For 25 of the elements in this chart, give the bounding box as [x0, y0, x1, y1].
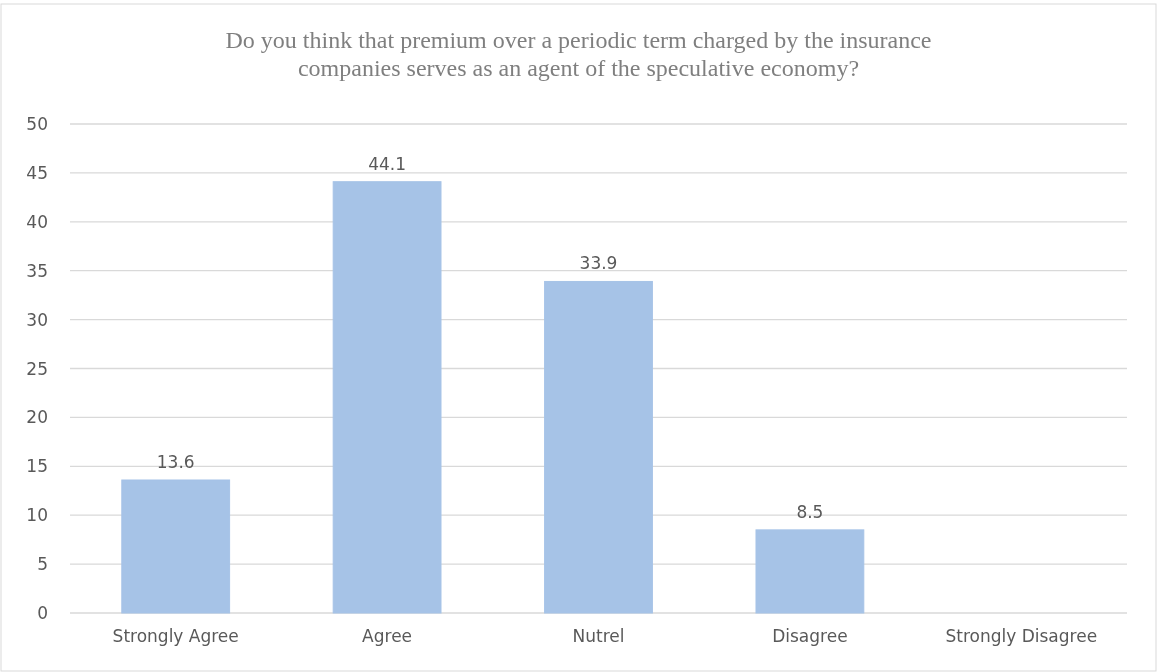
y-tick-label: 25 — [26, 358, 48, 379]
chart-title: Do you think that premium over a periodic term charged by the insurance companies serves as an agent of the speculative economy? — [225, 27, 932, 81]
bar — [544, 280, 653, 614]
data-label: 44.1 — [368, 153, 407, 174]
data-label: 13.6 — [156, 451, 195, 472]
y-tick-label: 5 — [37, 554, 48, 575]
data-label: 8.5 — [796, 501, 824, 522]
y-tick-label: 40 — [26, 211, 48, 232]
y-tick-label: 0 — [37, 603, 48, 623]
y-tick-label: 20 — [26, 407, 48, 428]
y-tick-label: 45 — [26, 162, 48, 183]
y-tick-label: 50 — [26, 114, 48, 134]
x-tick-label: Agree — [362, 626, 413, 646]
y-tick-label: 15 — [26, 456, 48, 477]
bar — [755, 529, 865, 614]
x-tick-label: Nutrel — [572, 626, 625, 646]
x-tick-label: Strongly Disagree — [945, 626, 1098, 646]
y-tick-label: 10 — [26, 505, 48, 526]
x-tick-label: Strongly Agree — [112, 626, 239, 646]
data-label: 33.9 — [579, 253, 618, 274]
bar — [332, 181, 442, 614]
y-tick-label: 30 — [26, 309, 48, 330]
x-tick-label: Disagree — [772, 626, 848, 646]
y-tick-label: 35 — [26, 260, 48, 281]
bar — [121, 479, 231, 614]
